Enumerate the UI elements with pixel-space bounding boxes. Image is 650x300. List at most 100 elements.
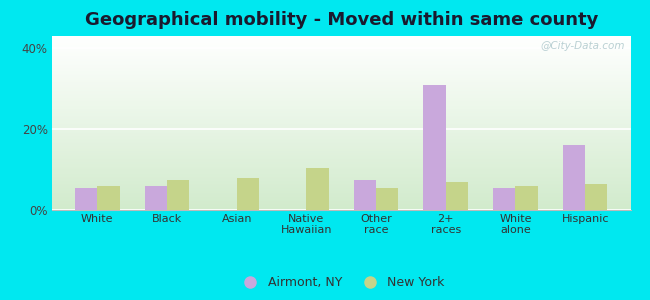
Bar xyxy=(52,109,630,110)
Bar xyxy=(52,154,630,155)
Bar xyxy=(52,82,630,84)
Bar xyxy=(52,135,630,136)
Bar xyxy=(52,97,630,98)
Bar xyxy=(52,113,630,114)
Bar xyxy=(167,180,189,210)
Bar xyxy=(52,76,630,78)
Bar xyxy=(52,75,630,76)
Bar xyxy=(52,56,630,58)
Bar xyxy=(52,155,630,156)
Bar xyxy=(52,127,630,129)
Bar xyxy=(52,53,630,55)
Bar xyxy=(52,103,630,104)
Bar xyxy=(52,58,630,59)
Bar xyxy=(52,39,630,40)
Bar xyxy=(424,85,446,210)
Bar xyxy=(52,42,630,43)
Bar xyxy=(52,48,630,49)
Bar xyxy=(52,92,630,94)
Bar xyxy=(52,148,630,149)
Bar xyxy=(52,151,630,152)
Bar xyxy=(52,162,630,164)
Bar xyxy=(52,187,630,188)
Bar xyxy=(52,164,630,165)
Bar xyxy=(52,175,630,177)
Bar xyxy=(52,206,630,207)
Bar xyxy=(52,111,630,113)
Bar xyxy=(52,88,630,90)
Bar xyxy=(52,80,630,81)
Bar xyxy=(75,188,98,210)
Bar xyxy=(52,40,630,42)
Bar xyxy=(52,94,630,95)
Bar xyxy=(98,186,120,210)
Bar xyxy=(52,145,630,146)
Bar xyxy=(52,101,630,103)
Bar xyxy=(52,188,630,190)
Bar xyxy=(52,46,630,48)
Bar xyxy=(52,156,630,158)
Bar xyxy=(52,43,630,45)
Bar xyxy=(52,90,630,91)
Bar xyxy=(52,91,630,92)
Bar xyxy=(52,100,630,101)
Bar xyxy=(52,61,630,62)
Bar xyxy=(52,152,630,154)
Bar xyxy=(52,190,630,191)
Bar xyxy=(52,84,630,85)
Bar xyxy=(52,67,630,68)
Bar xyxy=(52,149,630,151)
Bar xyxy=(52,126,630,127)
Bar xyxy=(52,201,630,203)
Bar xyxy=(52,81,630,82)
Bar xyxy=(52,62,630,64)
Bar xyxy=(52,177,630,178)
Bar xyxy=(52,185,630,187)
Bar xyxy=(52,55,630,56)
Bar xyxy=(52,203,630,204)
Bar xyxy=(52,36,630,38)
Bar xyxy=(52,106,630,107)
Bar xyxy=(52,142,630,143)
Bar xyxy=(52,140,630,142)
Bar xyxy=(52,95,630,97)
Bar xyxy=(52,178,630,179)
Bar xyxy=(563,145,585,210)
Bar xyxy=(52,179,630,181)
Bar xyxy=(52,78,630,80)
Bar xyxy=(306,167,329,210)
Legend: Airmont, NY, New York: Airmont, NY, New York xyxy=(233,271,450,294)
Bar xyxy=(52,143,630,145)
Bar xyxy=(52,169,630,171)
Bar xyxy=(52,50,630,52)
Bar xyxy=(354,180,376,210)
Bar xyxy=(52,69,630,71)
Bar xyxy=(52,193,630,194)
Bar xyxy=(52,200,630,201)
Bar xyxy=(52,184,630,185)
Title: Geographical mobility - Moved within same county: Geographical mobility - Moved within sam… xyxy=(84,11,598,29)
Bar xyxy=(52,45,630,46)
Bar xyxy=(52,110,630,111)
Bar xyxy=(237,178,259,210)
Bar xyxy=(52,65,630,66)
Bar xyxy=(52,122,630,123)
Bar xyxy=(515,186,538,210)
Bar xyxy=(52,132,630,133)
Bar xyxy=(52,167,630,168)
Bar xyxy=(52,74,630,75)
Bar xyxy=(52,172,630,174)
Bar xyxy=(52,68,630,69)
Bar xyxy=(52,165,630,166)
Bar xyxy=(585,184,608,210)
Bar xyxy=(52,182,630,184)
Bar xyxy=(52,139,630,140)
Bar xyxy=(52,194,630,196)
Bar xyxy=(52,85,630,87)
Bar xyxy=(52,146,630,148)
Bar xyxy=(52,137,630,139)
Bar xyxy=(52,198,630,200)
Bar xyxy=(52,104,630,106)
Bar xyxy=(52,133,630,135)
Bar xyxy=(52,59,630,61)
